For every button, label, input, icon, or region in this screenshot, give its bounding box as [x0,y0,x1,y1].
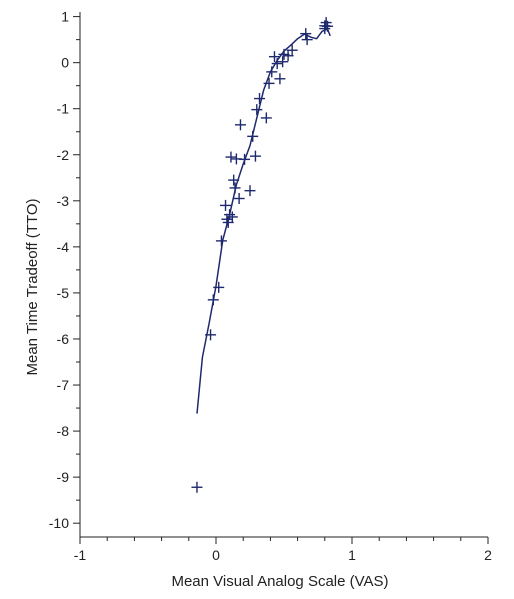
y-tick-label: -2 [57,147,70,163]
data-point-marker [251,104,263,116]
data-point-marker [271,58,283,70]
data-point-marker [207,294,219,306]
y-tick-label: -9 [57,469,70,485]
y-tick-label: -7 [57,377,70,393]
y-tick-label: 1 [61,9,69,25]
x-tick-label: -1 [74,547,87,563]
y-axis-title: Mean Time Tradeoff (TTO) [24,198,41,375]
fit-curve-layer [196,28,331,414]
data-point-marker [254,93,266,105]
y-tick-label: -10 [49,515,69,531]
data-point-marker [260,112,272,124]
y-tick-label: -3 [57,193,70,209]
data-point-marker [226,211,238,223]
data-point-marker [191,481,203,493]
data-point-marker [234,119,246,131]
data-point-marker [286,44,298,56]
data-point-marker [239,153,251,165]
data-point-marker [282,50,294,62]
data-point-marker [244,185,256,197]
data-point-marker [277,56,289,68]
y-tick-label: -8 [57,423,70,439]
y-axis: -10-9-8-7-6-5-4-3-2-101 [49,9,80,531]
y-tick-label: -5 [57,285,70,301]
data-point-marker [268,51,280,63]
data-point-marker [263,77,275,89]
data-point-marker [205,329,217,341]
data-point-marker [274,73,286,85]
data-point-marker [220,199,232,211]
y-tick-label: 0 [61,55,69,71]
data-point-marker [249,150,261,162]
data-point-marker [301,34,313,46]
x-tick-label: 2 [484,547,492,563]
data-point-marker [222,216,234,228]
data-point-marker [322,20,334,32]
x-tick-label: 1 [348,547,356,563]
data-point-marker [215,235,227,247]
fit-curve [196,28,331,414]
data-point-marker [213,281,225,293]
marker-layer [191,17,334,493]
x-axis: -1 0 1 2 [74,537,492,563]
data-point-marker [233,193,245,205]
data-point-marker [225,151,237,163]
data-point-marker [228,174,240,186]
data-point-marker [224,209,236,221]
data-point-marker [300,28,312,40]
data-point-marker [266,66,278,78]
y-tick-label: -6 [57,331,70,347]
y-tick-label: -1 [57,101,70,117]
x-tick-label: 0 [212,547,220,563]
plot-frame [79,12,488,538]
data-point-marker [229,182,241,194]
y-tick-label: -4 [57,239,70,255]
data-point-marker [247,130,259,142]
x-axis-title: Mean Visual Analog Scale (VAS) [171,573,388,590]
